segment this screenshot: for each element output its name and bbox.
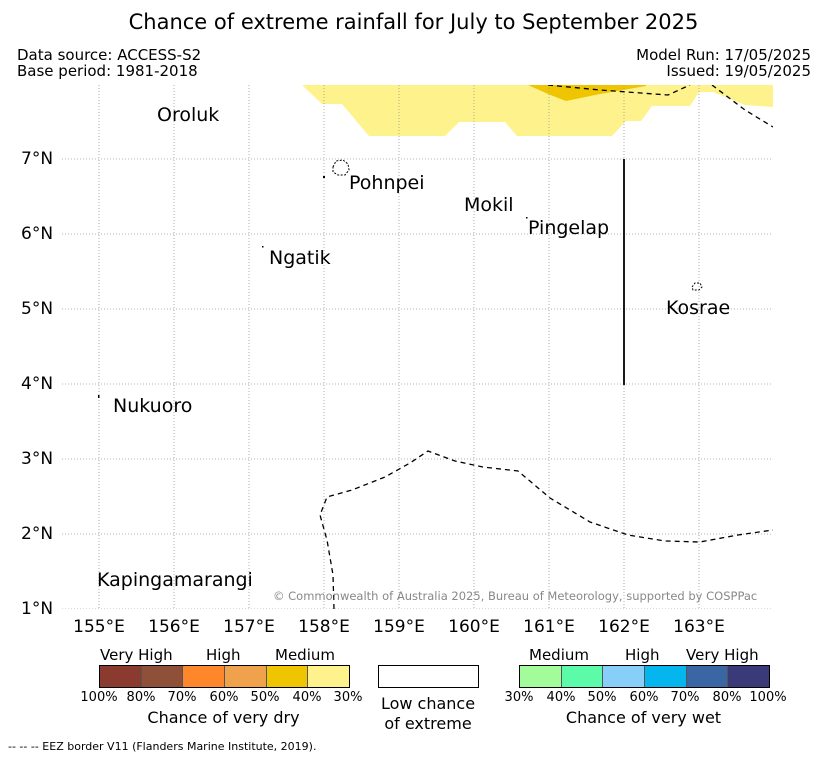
dry-tick-label: 70%: [167, 690, 197, 705]
place-label-kapingamarangi: Kapingamarangi: [97, 569, 253, 591]
place-label-nukuoro: Nukuoro: [113, 395, 193, 417]
dry-group-very-high: Very High: [100, 646, 173, 664]
wet-group-high: High: [625, 646, 660, 664]
lat-tick-label: 4°N: [21, 374, 54, 394]
wet-swatch: [685, 666, 728, 687]
wet-legend-title: Chance of very wet: [565, 708, 722, 727]
lat-tick-label: 1°N: [21, 599, 54, 619]
base-period: Base period: 1981-2018: [17, 62, 198, 80]
low-chance-label-line1: Low chance: [380, 694, 476, 713]
wet-swatch: [727, 666, 770, 687]
lon-tick-label: 155°E: [73, 617, 125, 637]
issued-date: Issued: 19/05/2025: [666, 62, 811, 80]
lat-tick-label: 2°N: [21, 524, 54, 544]
dry-legend-title: Chance of very dry: [147, 708, 300, 727]
pingelap-island-marker: [526, 217, 528, 219]
lon-tick-label: 159°E: [373, 617, 425, 637]
dry-tick-label: 60%: [209, 690, 239, 705]
place-label-mokil: Mokil: [464, 194, 514, 216]
wet-group-very-high: Very High: [686, 646, 759, 664]
data-source: Data source: ACCESS-S2: [17, 46, 202, 64]
map-title: Chance of extreme rainfall for July to S…: [128, 10, 699, 34]
wet-tick-label: 70%: [670, 690, 700, 705]
eez-footnote: -- -- -- EEZ border V11 (Flanders Marine…: [8, 740, 317, 753]
place-label-pohnpei: Pohnpei: [349, 172, 425, 194]
wet-swatch: [644, 666, 686, 687]
dry-swatch: [307, 666, 350, 687]
dry-tick-label: 30%: [333, 690, 363, 705]
dry-swatch: [182, 666, 225, 687]
place-label-kosrae: Kosrae: [666, 297, 731, 319]
dry-tick-label: 50%: [250, 690, 280, 705]
lat-tick-label: 6°N: [21, 224, 54, 244]
ngatik-island-marker: [262, 246, 264, 248]
lon-tick-label: 163°E: [673, 617, 725, 637]
wet-tick-label: 80%: [712, 690, 742, 705]
dry-30-40-region: [302, 85, 773, 136]
wet-swatch: [560, 666, 603, 687]
lat-tick-label: 5°N: [21, 299, 54, 319]
place-label-oroluk: Oroluk: [157, 104, 220, 126]
wet-group-medium: Medium: [529, 646, 589, 664]
graticule: [62, 85, 773, 609]
wet-tick-label: 30%: [504, 690, 534, 705]
dry-group-medium: Medium: [275, 646, 335, 664]
wet-tick-label: 50%: [587, 690, 617, 705]
eez-border: [319, 85, 773, 609]
place-label-pingelap: Pingelap: [528, 217, 610, 239]
kosrae-island-shape: [691, 282, 703, 291]
lon-tick-label: 156°E: [148, 617, 200, 637]
lon-tick-label: 157°E: [223, 617, 275, 637]
dry-swatch: [265, 666, 308, 687]
lon-tick-label: 158°E: [298, 617, 350, 637]
lon-tick-label: 161°E: [523, 617, 575, 637]
copyright-notice: © Commonwealth of Australia 2025, Bureau…: [273, 589, 758, 603]
dry-40-50-region: [528, 85, 646, 101]
low-chance-swatch: [378, 665, 479, 688]
wet-tick-label: 40%: [546, 690, 576, 705]
pohnpei-island-shape: [332, 159, 350, 176]
dry-tick-label: 100%: [80, 690, 118, 705]
low-chance-label-line2: of extreme: [384, 714, 472, 733]
dry-swatch: [224, 666, 266, 687]
dry-swatch: [100, 666, 141, 687]
wet-swatch: [602, 666, 645, 687]
lat-tick-label: 3°N: [21, 449, 54, 469]
nukuoro-island-marker: [98, 395, 100, 398]
wet-tick-label: 100%: [749, 690, 787, 705]
pohnpei-islet-marker: [323, 176, 325, 178]
lon-tick-label: 162°E: [598, 617, 650, 637]
dry-tick-label: 80%: [126, 690, 156, 705]
dry-tick-label: 40%: [292, 690, 322, 705]
model-run: Model Run: 17/05/2025: [636, 46, 811, 64]
wet-colorbar: [519, 665, 770, 688]
lon-tick-label: 160°E: [448, 617, 500, 637]
wet-swatch: [520, 666, 561, 687]
wet-tick-label: 60%: [629, 690, 659, 705]
place-label-ngatik: Ngatik: [269, 247, 331, 269]
dry-colorbar: [99, 665, 350, 688]
dry-swatch: [140, 666, 183, 687]
dry-group-high: High: [206, 646, 241, 664]
lat-tick-label: 7°N: [21, 149, 54, 169]
